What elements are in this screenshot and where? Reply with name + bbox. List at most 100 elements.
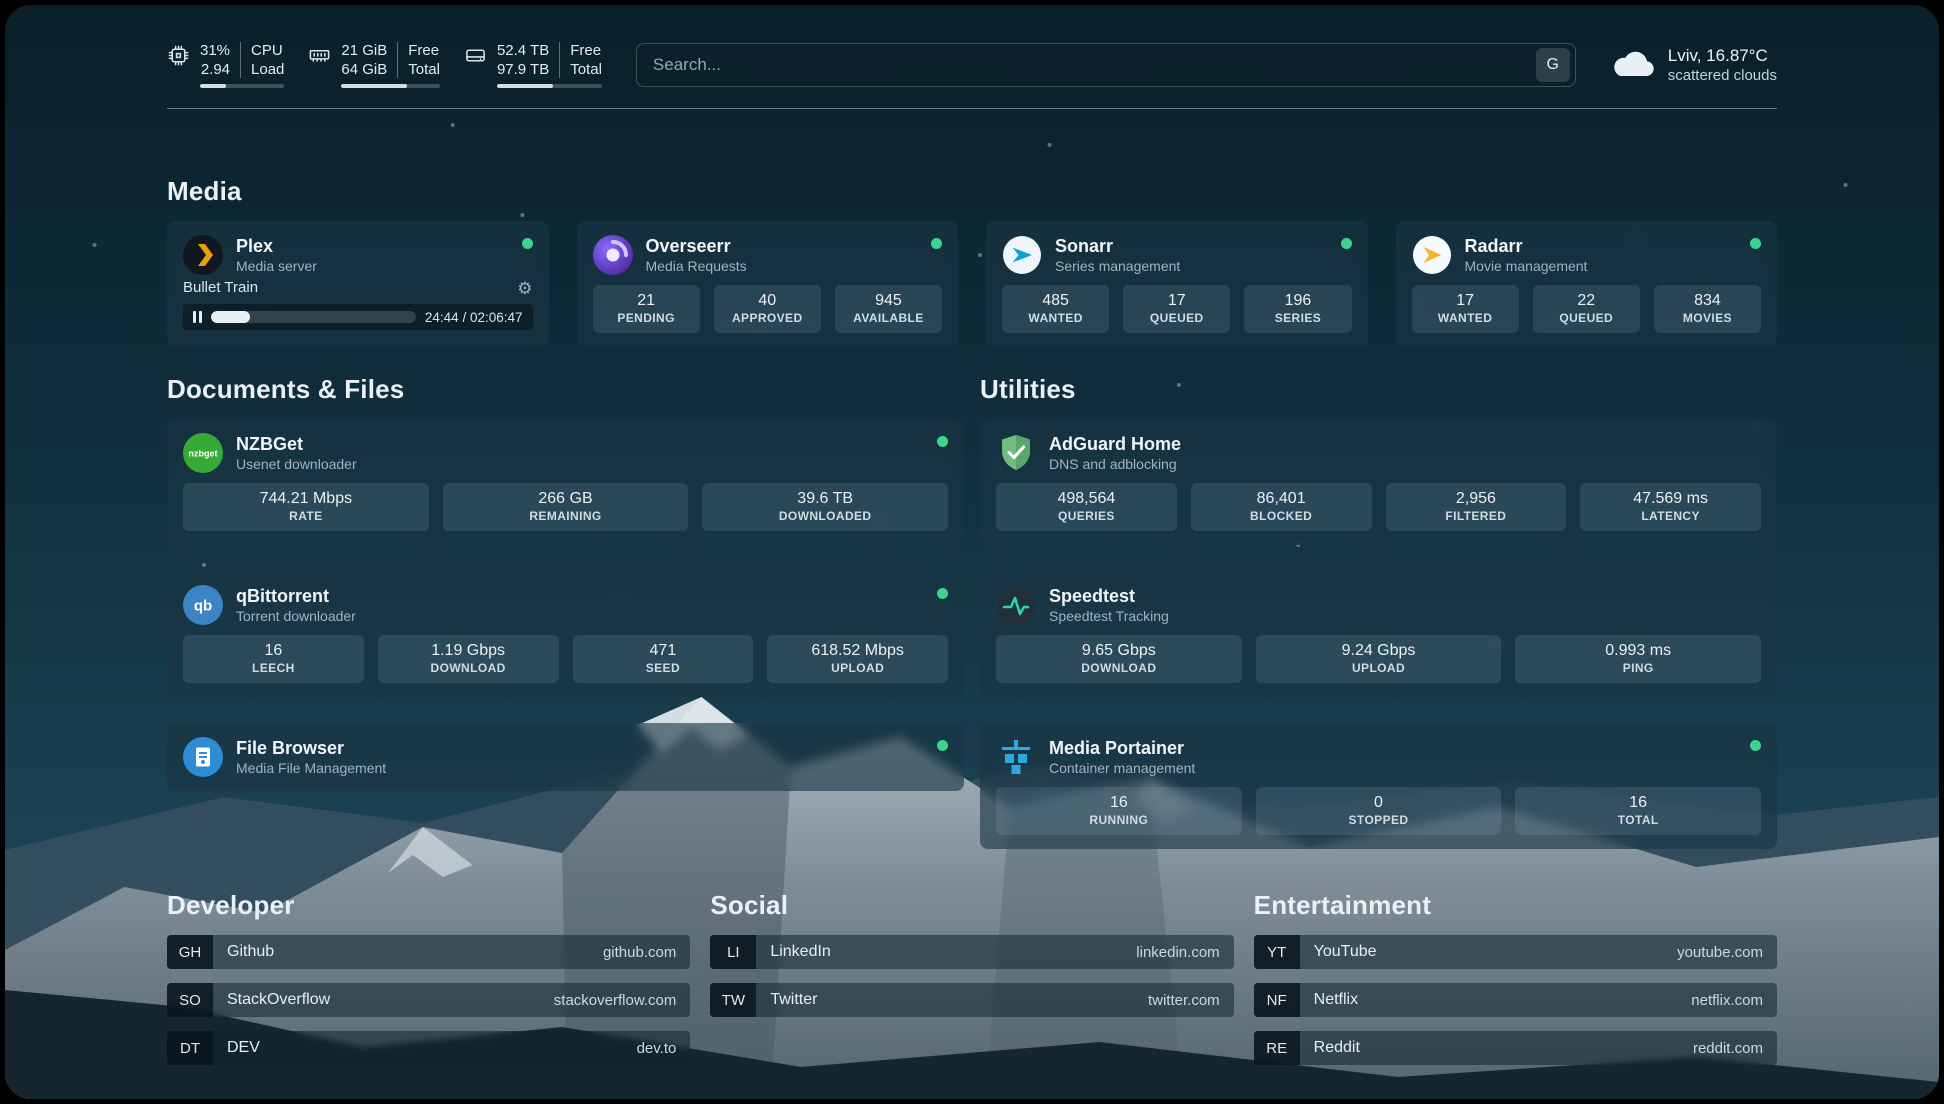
bookmark-stackoverflow[interactable]: SO StackOverflow stackoverflow.com <box>167 983 691 1017</box>
stat-label: DOWNLOADED <box>778 509 872 523</box>
disk-free-label: Free <box>570 42 602 59</box>
cpu-label: CPU <box>251 42 283 59</box>
bookmark-name: Reddit <box>1313 1039 1360 1056</box>
pause-icon[interactable] <box>193 311 202 323</box>
stat-label: DOWNLOAD <box>430 661 506 675</box>
stat-downloaded: 39.6 TB DOWNLOADED <box>702 483 949 531</box>
section-title-entertainment: Entertainment <box>1253 890 1432 920</box>
stat-value: 39.6 TB <box>797 490 854 507</box>
stat-wanted: 17 WANTED <box>1411 285 1519 333</box>
search-input[interactable] <box>652 54 1536 75</box>
service-subtitle: Media server <box>236 258 317 274</box>
stat-label: PING <box>1622 661 1654 675</box>
service-card-adguard-home[interactable]: AdGuard Home DNS and adblocking 498,564 … <box>980 419 1777 545</box>
stat-total: 16 TOTAL <box>1515 787 1762 835</box>
bookmark-abbr: LI <box>710 935 757 969</box>
service-card-sonarr[interactable]: Sonarr Series management 485 WANTED 17 Q… <box>986 221 1368 347</box>
stat-label: STOPPED <box>1348 813 1409 827</box>
service-card-media-portainer[interactable]: Media Portainer Container management 16 … <box>980 723 1777 849</box>
svg-text:nzbget: nzbget <box>189 449 218 459</box>
stat-value: 471 <box>649 642 677 659</box>
stat-value: 16 <box>264 642 283 659</box>
stat-rate: 744.21 Mbps RATE <box>183 483 429 531</box>
service-stats: 9.65 Gbps DOWNLOAD 9.24 Gbps UPLOAD 0.99… <box>996 635 1762 683</box>
bookmark-github[interactable]: GH Github github.com <box>167 935 691 969</box>
qbittorrent-icon: qb <box>183 585 223 625</box>
service-card-plex[interactable]: Plex Media server Bullet Train ⚙ 24:44 /… <box>167 221 549 347</box>
widget-divider <box>397 42 399 78</box>
stat-download: 9.65 Gbps DOWNLOAD <box>996 635 1242 683</box>
service-name: Sonarr <box>1055 236 1114 256</box>
disk-progress-bar <box>496 84 602 88</box>
stat-available: 945 AVAILABLE <box>834 285 943 333</box>
bookmark-url: reddit.com <box>1692 1039 1763 1057</box>
stat-value: 47.569 ms <box>1633 490 1708 507</box>
stat-value: 86,401 <box>1256 490 1306 507</box>
service-card-file-browser[interactable]: File Browser Media File Management <box>167 723 964 791</box>
playback-bar[interactable]: 24:44 / 02:06:47 <box>183 304 533 330</box>
service-stats: 16 RUNNING 0 STOPPED 16 TOTAL <box>996 787 1762 835</box>
bookmark-dev[interactable]: DT DEV dev.to <box>167 1031 691 1065</box>
service-name: Speedtest <box>1049 586 1136 606</box>
service-name: Overseerr <box>645 236 731 256</box>
stat-value: 618.52 Mbps <box>811 642 904 659</box>
stat-value: 2,956 <box>1455 490 1496 507</box>
stat-value: 834 <box>1694 292 1721 309</box>
stat-upload: 618.52 Mbps UPLOAD <box>767 635 948 683</box>
stat-queued: 22 QUEUED <box>1532 285 1640 333</box>
stat-leech: 16 LEECH <box>183 635 364 683</box>
service-subtitle: Media File Management <box>236 760 387 776</box>
service-card-nzbget[interactable]: nzbget NZBGet Usenet downloader 744.21 M… <box>167 419 964 545</box>
search-provider-button[interactable]: G <box>1535 47 1570 82</box>
weather-location: Lviv, 16.87°C <box>1667 45 1768 65</box>
service-card-qbittorrent[interactable]: qb qBittorrent Torrent downloader 16 LEE… <box>167 571 964 697</box>
service-header: Media Portainer Container management <box>996 737 1761 777</box>
bookmark-netflix[interactable]: NF Netflix netflix.com <box>1253 983 1777 1017</box>
disk-icon <box>464 44 487 67</box>
status-online-dot <box>937 740 948 751</box>
bookmark-name: DEV <box>227 1039 260 1056</box>
plex-icon <box>183 235 223 275</box>
stat-queued: 17 QUEUED <box>1123 285 1231 333</box>
service-card-speedtest[interactable]: Speedtest Speedtest Tracking 9.65 Gbps D… <box>980 571 1777 697</box>
service-name: Plex <box>236 236 274 256</box>
bookmark-youtube[interactable]: YT YouTube youtube.com <box>1253 935 1777 969</box>
disk-total: 97.9 TB <box>496 61 550 78</box>
stat-value: 17 <box>1167 292 1186 309</box>
stat-label: WANTED <box>1028 311 1083 325</box>
service-subtitle: Movie management <box>1464 258 1588 274</box>
bookmark-group-entertainment: Entertainment YT YouTube youtube.com NF … <box>1253 889 1777 1065</box>
service-header: Overseerr Media Requests <box>592 235 942 275</box>
service-card-radarr[interactable]: Radarr Movie management 17 WANTED 22 QUE… <box>1395 221 1777 347</box>
stat-download: 1.19 Gbps DOWNLOAD <box>377 635 559 683</box>
stat-value: 1.19 Gbps <box>431 642 506 659</box>
bookmarks-section: Developer GH Github github.com SO StackO… <box>167 889 1777 1065</box>
service-card-overseerr[interactable]: Overseerr Media Requests 21 PENDING 40 A… <box>576 221 958 347</box>
stat-label: QUERIES <box>1057 509 1115 523</box>
bookmark-twitter[interactable]: TW Twitter twitter.com <box>710 983 1234 1017</box>
service-subtitle: Container management <box>1049 760 1196 776</box>
status-online-dot <box>1750 238 1761 249</box>
memory-progress-bar <box>341 84 440 88</box>
bookmark-reddit[interactable]: RE Reddit reddit.com <box>1253 1031 1777 1065</box>
utilities-cards: AdGuard Home DNS and adblocking 498,564 … <box>980 419 1777 849</box>
stat-label: UPLOAD <box>831 661 885 675</box>
service-stats: 17 WANTED 22 QUEUED 834 MOVIES <box>1411 285 1762 333</box>
stat-value: 21 <box>637 292 655 309</box>
stat-value: 0.993 ms <box>1605 642 1672 659</box>
section-media: Media Plex Media server Bullet Train ⚙ 2… <box>167 175 1777 347</box>
stat-label: APPROVED <box>731 311 803 325</box>
bookmark-name: StackOverflow <box>227 991 331 1008</box>
bookmark-group-social: Social LI LinkedIn linkedin.com TW Twitt… <box>710 889 1234 1017</box>
stat-label: SERIES <box>1274 311 1322 325</box>
service-header: Radarr Movie management <box>1412 235 1761 275</box>
section-documents: Documents & Files nzbget NZBGet Usenet d… <box>167 373 964 791</box>
settings-gear-icon[interactable]: ⚙ <box>517 278 533 298</box>
search-bar: G <box>635 42 1576 87</box>
service-header: AdGuard Home DNS and adblocking <box>996 433 1761 473</box>
section-title-developer: Developer <box>167 890 295 920</box>
bookmark-group-developer: Developer GH Github github.com SO StackO… <box>167 889 691 1065</box>
bookmark-url: netflix.com <box>1691 991 1763 1009</box>
widget-divider <box>240 42 242 78</box>
bookmark-linkedin[interactable]: LI LinkedIn linkedin.com <box>710 935 1234 969</box>
